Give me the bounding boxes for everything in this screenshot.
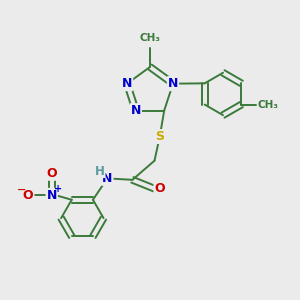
- Text: CH₃: CH₃: [258, 100, 279, 110]
- Text: N: N: [46, 189, 57, 202]
- Text: −: −: [17, 184, 26, 194]
- Text: N: N: [168, 77, 178, 90]
- Text: O: O: [23, 189, 34, 202]
- Text: S: S: [155, 130, 164, 143]
- Text: N: N: [130, 104, 141, 117]
- Text: N: N: [102, 172, 112, 185]
- Text: O: O: [46, 167, 57, 180]
- Text: O: O: [154, 182, 165, 195]
- Text: CH₃: CH₃: [140, 32, 160, 43]
- Text: +: +: [53, 184, 62, 194]
- Text: H: H: [95, 164, 105, 178]
- Text: N: N: [122, 77, 132, 90]
